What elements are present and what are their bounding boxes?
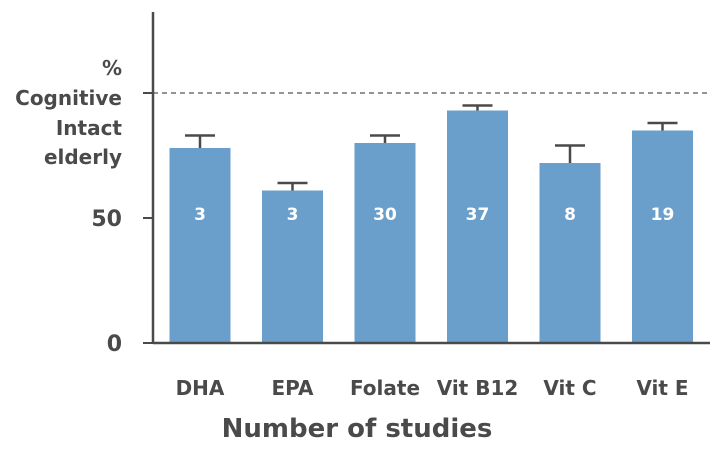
bar xyxy=(354,143,416,343)
x-axis-title: Number of studies xyxy=(221,414,493,444)
x-tick-label: Vit C xyxy=(543,376,596,400)
bar xyxy=(447,110,508,343)
bar-count-label: 3 xyxy=(287,205,299,225)
x-tick-label: Vit E xyxy=(636,376,688,400)
y-axis-title-line: % xyxy=(101,56,122,80)
y-tick-label: 50 xyxy=(91,207,122,232)
bar xyxy=(539,163,601,343)
bar-count-label: 37 xyxy=(466,205,490,225)
bar xyxy=(169,148,231,343)
x-tick-label: DHA xyxy=(176,376,225,400)
y-axis-title-line: Intact xyxy=(55,116,122,140)
bar-count-label: 8 xyxy=(564,205,576,225)
bar xyxy=(262,190,323,343)
bar-count-label: 19 xyxy=(651,205,675,225)
bar-count-label: 3 xyxy=(194,205,206,225)
x-tick-label: Folate xyxy=(350,376,420,400)
x-tick-label: EPA xyxy=(272,376,314,400)
y-axis-title-line: elderly xyxy=(43,145,122,169)
bar xyxy=(632,130,693,343)
y-axis-title-line: Cognitive xyxy=(15,86,122,110)
x-tick-label: Vit B12 xyxy=(437,376,519,400)
bar-count-label: 30 xyxy=(373,205,397,225)
y-tick-label: 0 xyxy=(107,332,122,357)
